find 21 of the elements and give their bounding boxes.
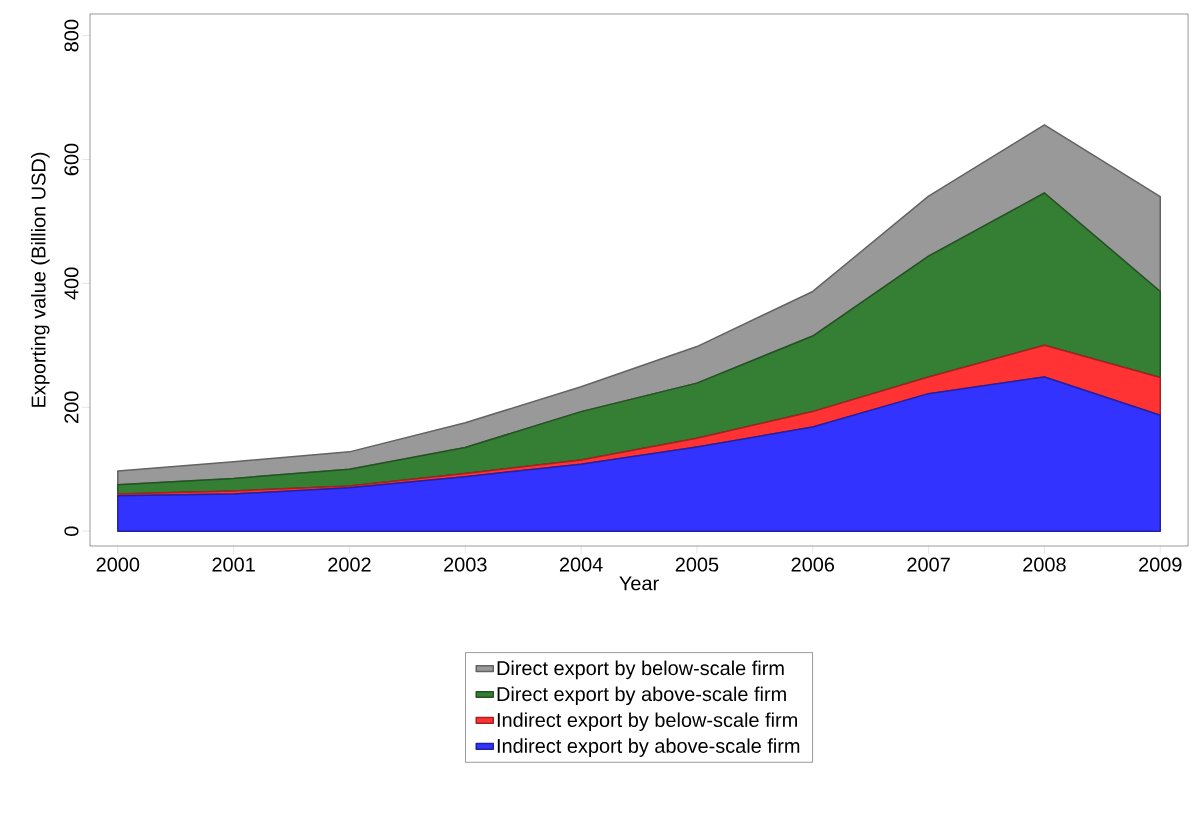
legend-label: Indirect export by above-scale firm [497,738,800,757]
y-tick-label: 400 [64,267,79,300]
y-tick-label: 600 [64,143,79,176]
legend-label: Direct export by below-scale firm [497,660,784,680]
legend-label: Indirect export by below-scale firm [497,712,797,731]
x-axis-title: Year [619,576,659,591]
y-tick-label: 200 [64,391,79,423]
x-tick-label: 2003 [444,557,487,572]
x-tick-label: 2006 [791,557,835,572]
x-tick-label: 2005 [675,557,719,572]
x-tick-label: 2002 [328,557,371,572]
x-tick-label: 2000 [96,557,140,572]
x-tick-label: 2008 [1023,557,1066,572]
y-axis-title: Exporting value (Billion USD) [30,152,50,407]
x-tick-label: 2001 [212,557,255,572]
x-tick-label: 2007 [907,557,950,572]
legend-label: Direct export by above-scale firm [497,686,786,706]
y-tick-label: 800 [64,19,79,52]
x-tick-label: 2004 [559,557,603,572]
x-tick-label: 2009 [1139,557,1182,572]
y-tick-label: 0 [64,526,79,536]
